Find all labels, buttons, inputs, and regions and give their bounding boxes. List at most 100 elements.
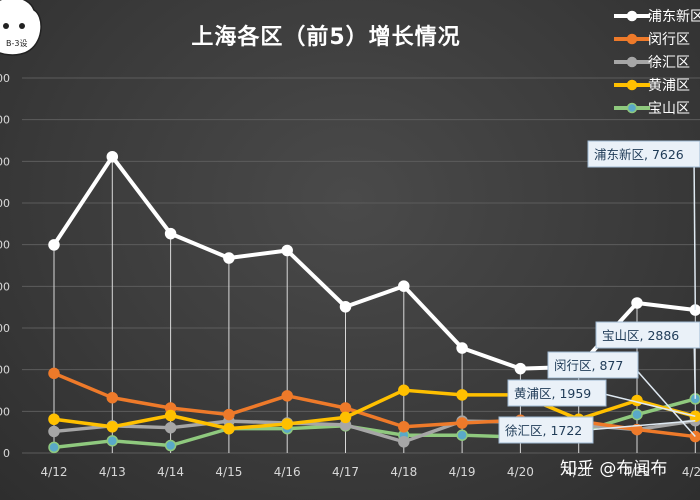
data-point (398, 436, 410, 448)
y-tick-label: 000 (0, 197, 10, 210)
data-point (106, 151, 119, 163)
legend-item: 宝山区 (614, 101, 690, 117)
x-tick-label: 4/20 (507, 465, 534, 479)
callout-label: 黄浦区, 1959 (514, 386, 591, 401)
callout-box (507, 379, 607, 407)
x-tick-label: 4/18 (390, 465, 417, 479)
y-tick-label: 0 (3, 447, 10, 460)
legend-label: 黄浦区 (648, 77, 690, 94)
x-tick-label: 4/15 (215, 465, 242, 479)
data-point (48, 239, 60, 251)
data-point (456, 389, 468, 401)
callout-leader (599, 392, 696, 417)
callout: 闵行区, 877 (547, 351, 696, 438)
data-point (106, 421, 119, 433)
legend-marker (626, 10, 638, 22)
data-point (631, 408, 643, 421)
legend-marker (626, 79, 638, 91)
data-point (48, 425, 60, 438)
legend-item: 浦东新区 (614, 9, 700, 25)
data-point (164, 439, 177, 452)
x-tick-label: 4/21 (565, 465, 592, 479)
y-axis-ticks: 0000000000000000000000000000 (0, 72, 10, 460)
data-point (456, 429, 468, 441)
callout-box (587, 140, 700, 168)
x-tick-label: 4/22 (624, 465, 651, 479)
gridlines (22, 77, 700, 454)
x-tick-label: 4/13 (99, 465, 126, 479)
legend-marker (626, 56, 638, 68)
logo: B-3设 (0, 0, 42, 56)
y-tick-label: 000 (0, 72, 10, 85)
data-point (223, 422, 235, 435)
data-point (48, 367, 60, 380)
callout-box (595, 321, 700, 349)
data-point (398, 384, 410, 396)
x-tick-label: 4/12 (41, 465, 68, 479)
data-point (106, 435, 119, 447)
y-tick-label: 000 (0, 364, 10, 377)
data-point (48, 441, 60, 454)
callout-leader (693, 153, 697, 311)
logo-text: B-3设 (6, 38, 27, 48)
x-tick-label: 4/14 (157, 465, 184, 479)
callout-label: 闵行区, 877 (554, 358, 623, 373)
watermark: 知乎 @布闻布 (560, 459, 667, 479)
data-point (398, 280, 410, 292)
y-tick-label: 000 (0, 280, 10, 293)
callout: 黄浦区, 1959 (507, 379, 696, 417)
drop-lines (53, 156, 696, 453)
legend-label: 宝山区 (648, 101, 690, 117)
x-axis-ticks: 4/12 4/13 4/14 4/15 4/16 4/17 4/18 4/19 4/20 4/21… (41, 465, 700, 479)
callout-label: 浦东新区, 7626 (594, 147, 684, 162)
callout: 浦东新区, 7626 (587, 140, 700, 311)
y-tick-label: 000 (0, 114, 10, 127)
callout-box (547, 351, 639, 379)
data-point (223, 408, 235, 421)
series-line (53, 388, 696, 431)
data-point (456, 342, 468, 354)
data-point (456, 417, 468, 429)
data-point (48, 413, 60, 425)
data-point (339, 402, 352, 414)
callout: 徐汇区, 1722 (498, 416, 696, 444)
data-point (514, 362, 527, 375)
data-callouts: 浦东新区, 7626 宝山区, 2886 闵行区, 877 黄浦区, 1959 徐汇区,… (498, 140, 700, 444)
x-tick-label: 4/16 (274, 465, 301, 479)
series-lines (48, 151, 700, 454)
legend-item: 黄浦区 (614, 77, 690, 94)
callout-leader (631, 364, 696, 438)
x-tick-label: 4/19 (449, 465, 476, 479)
legend-item: 闵行区 (614, 32, 690, 48)
legend-label: 浦东新区 (648, 9, 700, 25)
callout: 宝山区, 2886 (595, 321, 700, 399)
data-point (339, 411, 352, 424)
data-point (164, 421, 177, 434)
data-point (164, 409, 177, 422)
data-point (281, 244, 293, 257)
chart-title: 上海各区（前5）增长情况 (191, 24, 460, 50)
legend-marker (626, 102, 638, 114)
data-point (398, 421, 410, 433)
x-tick-label: 4/17 (332, 465, 359, 479)
callout-box (498, 416, 594, 444)
legend-label: 闵行区 (648, 32, 690, 48)
data-point (281, 418, 293, 430)
y-tick-label: 000 (0, 405, 10, 418)
callout-label: 徐汇区, 1722 (505, 423, 582, 438)
data-point (164, 227, 177, 240)
data-point (281, 390, 293, 402)
y-tick-label: 000 (0, 155, 10, 168)
legend-marker (626, 33, 638, 45)
callout-label: 宝山区, 2886 (602, 328, 679, 343)
x-tick-label: 4/23 (682, 465, 700, 479)
legend-item: 徐汇区 (614, 55, 690, 71)
y-tick-label: 000 (0, 239, 10, 252)
data-point (223, 252, 235, 264)
callout-leader (586, 419, 696, 431)
y-tick-label: 000 (0, 322, 10, 335)
data-point (339, 301, 352, 313)
data-point (631, 297, 643, 309)
